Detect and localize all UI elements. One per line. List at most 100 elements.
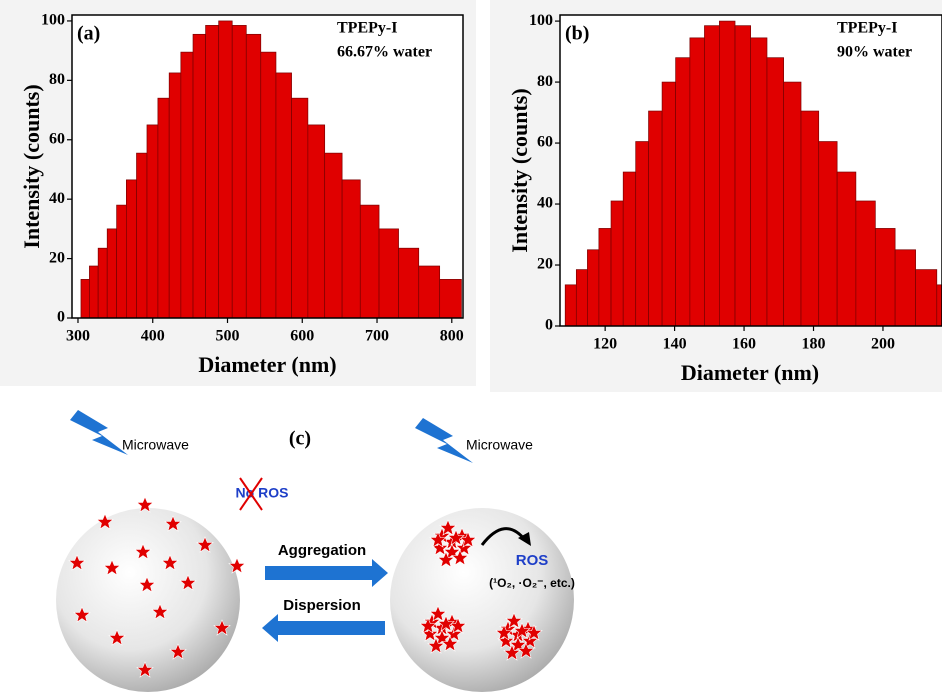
x-tick-label: 800 [440,328,464,345]
lightning [415,418,473,463]
bar [610,200,624,326]
y-tick-label: 100 [529,12,553,29]
x-axis-label: Diameter (nm) [681,360,819,385]
x-tick-label: 180 [802,336,826,353]
label: Dispersion [283,597,361,614]
annotation: TPEPy-I [837,20,897,37]
bar [205,25,220,318]
diagram: (c) Microwave Microwave No ROS Aggregati… [56,410,575,692]
x-tick-label: 400 [141,328,165,345]
bar [587,249,600,326]
bar [719,20,736,326]
panel-label: (c) [289,428,311,450]
x-tick-label: 200 [871,336,895,353]
y-tick-label: 0 [57,309,65,326]
bar [575,269,588,326]
bar [341,179,361,318]
x-tick-label: 160 [732,336,756,353]
y-tick-label: 60 [537,134,553,151]
y-tick-label: 40 [537,195,553,212]
arrow [262,614,385,642]
x-tick-label: 140 [663,336,687,353]
bar [800,110,820,326]
y-tick-label: 60 [49,130,65,147]
y-tick-label: 20 [537,256,553,273]
bar [766,57,784,326]
bar [894,249,916,326]
bar [661,81,676,326]
bar [598,228,612,326]
y-tick-label: 80 [537,73,553,90]
sphere [390,508,574,692]
y-tick-label: 40 [49,190,65,207]
annotation: 90% water [837,44,912,61]
label: Aggregation [278,542,366,559]
sphere [56,508,240,692]
annotation: 66.67% water [337,44,432,61]
bar [855,200,876,326]
panel-label: (a) [77,23,100,45]
bar [874,228,896,326]
bar [359,204,380,318]
bar [116,204,127,318]
bar [648,110,663,326]
bar [704,25,720,326]
axes-frame [559,14,942,327]
bar [915,269,938,326]
annotation: TPEPy-I [337,20,397,37]
bar [275,72,292,318]
bar [192,33,206,318]
bar [622,171,637,326]
bar [936,284,942,326]
bar [398,247,420,318]
bar [218,20,233,318]
bar [231,25,247,318]
y-tick-label: 100 [41,12,65,29]
label: Microwave [466,437,533,453]
x-tick-label: 600 [290,328,314,345]
bar [146,124,159,318]
y-tick-label: 0 [545,317,553,334]
bar [635,141,649,326]
chart: 0 20 40 60 80 100 120 140 160 180 200 Diameter (nm)… [507,12,942,385]
panel-label: (b) [565,23,589,45]
bar [378,228,399,318]
cross [239,477,263,511]
label: ROS [516,552,549,569]
x-tick-label: 300 [66,328,90,345]
bar [439,279,462,318]
bar [106,228,117,318]
y-axis-label: Intensity (counts) [507,88,532,252]
y-tick-label: 80 [49,71,65,88]
chart: 0 20 40 60 80 100 300 400 500 600 700 800 Diameter (… [19,12,464,377]
bar [136,152,148,318]
lightning [70,410,128,455]
bar [750,37,768,326]
arrow [265,559,388,587]
label: Microwave [122,437,189,453]
bar [783,81,802,326]
bar [734,25,752,326]
y-tick-label: 20 [49,249,65,266]
bar [97,247,108,318]
bar [89,265,99,318]
x-tick-label: 120 [593,336,617,353]
bar [307,124,326,318]
bar [564,284,577,326]
y-axis-label: Intensity (counts) [19,84,44,248]
bar [126,179,137,318]
arrow [518,532,531,546]
bar [675,57,691,326]
bar [689,37,705,326]
bar [168,72,182,318]
bar [291,97,309,318]
bar [180,51,194,318]
bar [836,171,857,326]
bar [818,141,838,326]
x-axis-label: Diameter (nm) [198,352,336,377]
bar [324,152,343,318]
bar [418,265,441,318]
x-tick-label: 700 [365,328,389,345]
